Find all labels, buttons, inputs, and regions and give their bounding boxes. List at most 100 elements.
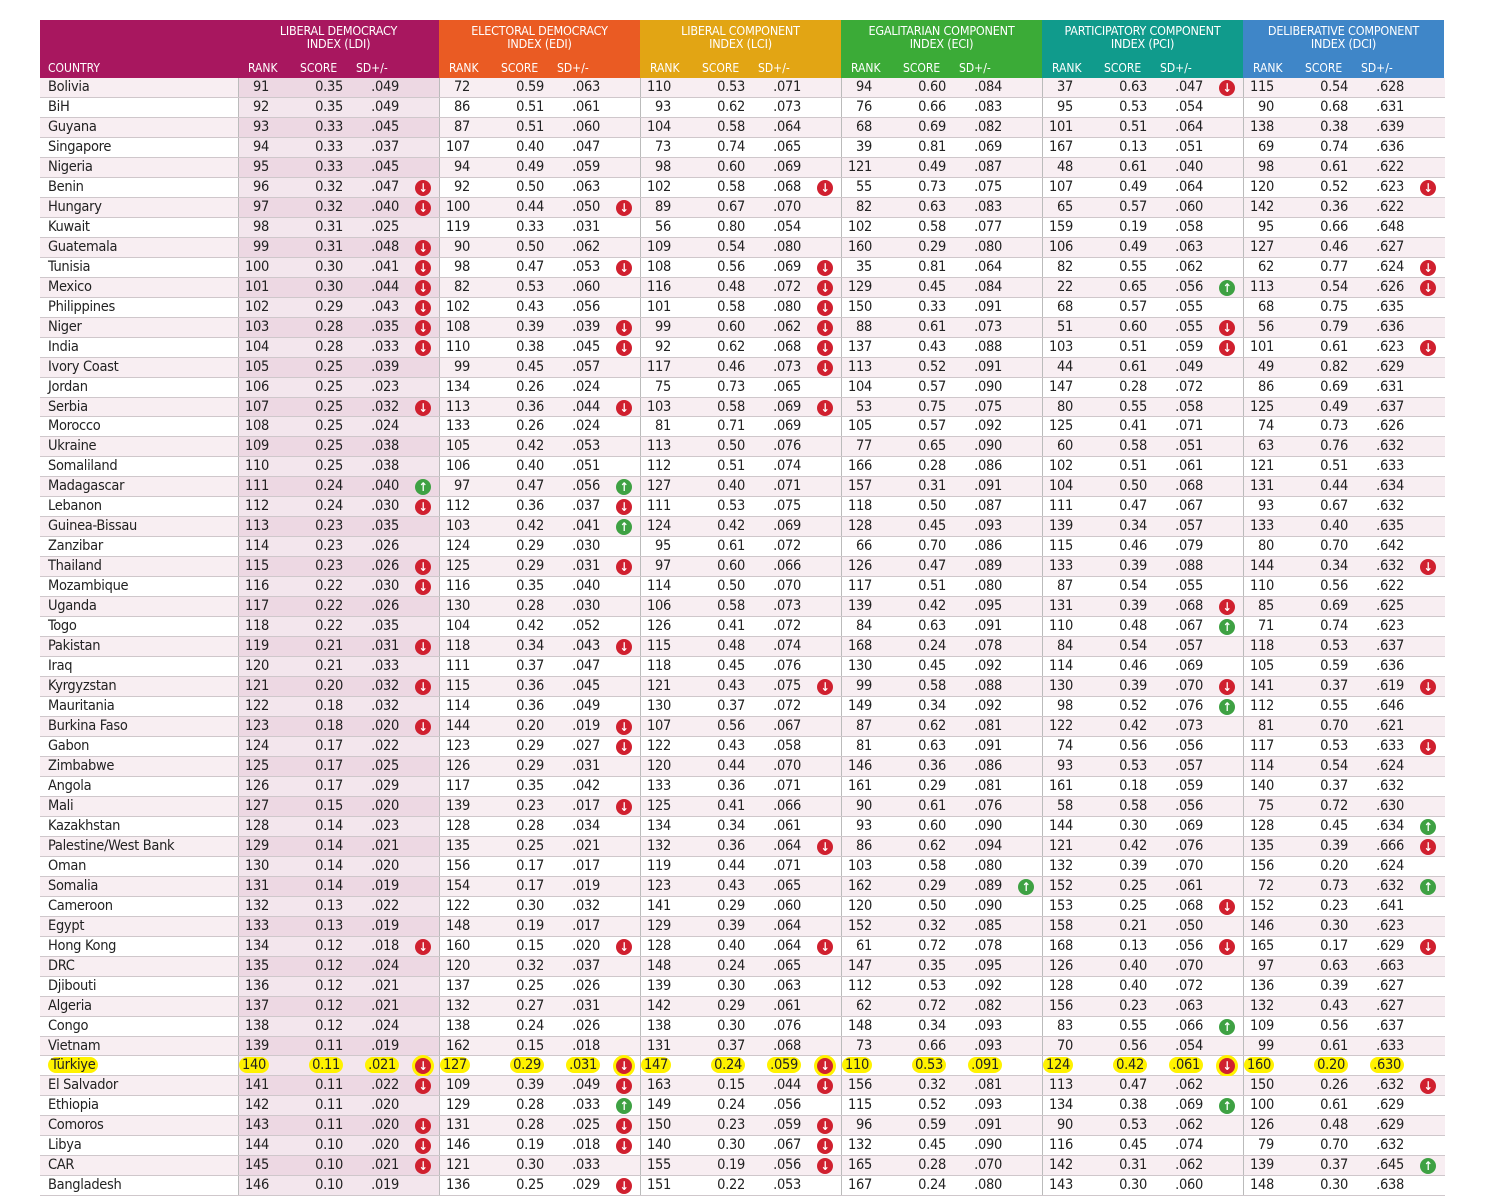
ldi-rank: 99 [253, 238, 269, 255]
country-name: Comoros [48, 1117, 104, 1134]
edi-rank: 113 [446, 398, 470, 415]
edi-score: 0.59 [516, 79, 544, 95]
pci-score: 0.39 [1119, 598, 1147, 615]
dci-cells: 152 0.23.641 [1243, 896, 1444, 916]
country-name: Ukraine [48, 438, 97, 455]
eci-rank: 137 [848, 338, 872, 355]
dci-score: 0.37 [1320, 777, 1348, 794]
arrow-down-icon: ↓ [415, 559, 431, 576]
ldi-score: 0.21 [315, 658, 343, 675]
edi-rank: 136 [446, 1177, 470, 1194]
dci-sd: .648 [1376, 218, 1404, 235]
pci-rank: 158 [1049, 917, 1073, 934]
country-name: Guinea-Bissau [48, 518, 138, 535]
dci-score: 0.53 [1320, 638, 1348, 655]
pci-rank: 74 [1057, 737, 1073, 754]
lci-rank: 98 [655, 158, 671, 175]
lci-sd: .065 [773, 138, 801, 155]
lci-sd: .068 [773, 178, 801, 195]
country-name: Tunisia [48, 258, 91, 275]
edi-cells: 108 0.39.039 ↓ [439, 317, 640, 337]
pci-score: 0.28 [1119, 378, 1147, 395]
pci-rank: 22 [1057, 278, 1073, 295]
lci-sd: .068 [773, 1037, 801, 1054]
ldi-rank: 94 [253, 138, 269, 155]
lci-sd: .074 [773, 458, 801, 475]
eci-cells: 90 0.61.076 [841, 796, 1042, 816]
edi-rank: 82 [454, 278, 470, 295]
pci-cells: 131 0.39.068 ↓ [1042, 597, 1243, 617]
eci-cells: 112 0.53.092 [841, 976, 1042, 996]
lci-cells: 139 0.30.063 [640, 976, 841, 996]
edi-score: 0.19 [516, 917, 544, 934]
pci-sd: .056 [1175, 937, 1203, 954]
lci-cells: 131 0.37.068 [640, 1036, 841, 1056]
eci-sd: .091 [974, 1117, 1002, 1134]
dci-sd: .622 [1376, 578, 1404, 595]
pci-sd: .064 [1175, 178, 1203, 195]
edi-sd: .037 [572, 957, 600, 974]
country-name: Niger [48, 318, 82, 335]
lci-score: 0.50 [717, 578, 745, 595]
arrow-down-icon: ↓ [817, 359, 833, 376]
country-name: Serbia [48, 398, 88, 415]
edi-cells: 112 0.36.037 ↓ [439, 497, 640, 517]
ldi-cells: 121 0.20.032 ↓ [238, 677, 439, 697]
pci-sd: .061 [1175, 877, 1203, 894]
edi-rank: 98 [454, 258, 470, 275]
dci-cells: 68 0.75.635 [1243, 297, 1444, 317]
edi-sd: .024 [572, 378, 600, 395]
lci-score: 0.39 [717, 917, 745, 934]
ldi-cells: 100 0.30.041 ↓ [238, 257, 439, 277]
dci-rank: 136 [1250, 977, 1274, 994]
table-row: Jordan 106 0.25.023 134 0.26.024 75 0.73.065 10… [40, 377, 1445, 398]
edi-rank: 94 [454, 158, 470, 175]
eci-cells: 55 0.73.075 [841, 177, 1042, 197]
eci-sd: .076 [974, 797, 1002, 814]
ldi-rank: 121 [245, 678, 269, 695]
pci-rank: 95 [1057, 98, 1073, 115]
dci-score: 0.34 [1320, 558, 1348, 575]
pci-sd: .069 [1175, 817, 1203, 834]
eci-rank: 35 [856, 258, 872, 275]
lci-sd: .056 [773, 1157, 801, 1174]
edi-cells: 104 0.42.052 [439, 617, 640, 637]
ldi-score: 0.14 [315, 877, 343, 894]
dci-sd: .663 [1376, 957, 1404, 974]
dci-rank: 80 [1258, 538, 1274, 555]
lci-sd: .070 [773, 198, 801, 215]
lci-sd: .075 [773, 498, 801, 515]
edi-cells: 130 0.28.030 [439, 597, 640, 617]
eci-cells: 68 0.69.082 [841, 117, 1042, 137]
arrow-down-icon: ↓ [616, 938, 632, 955]
pci-score: 0.63 [1119, 79, 1147, 95]
arrow-down-icon: ↓ [415, 1138, 431, 1155]
eci-sd: .092 [974, 658, 1002, 675]
dci-rank: 121 [1250, 458, 1274, 475]
edi-cells: 124 0.29.030 [439, 537, 640, 557]
edi-cells: 138 0.24.026 [439, 1016, 640, 1036]
table-row: Morocco 108 0.25.024 133 0.26.024 81 0.71.069 1… [40, 417, 1445, 438]
lci-cells: 99 0.60.062 ↓ [640, 317, 841, 337]
lci-rank: 149 [647, 1097, 671, 1114]
edi-sd: .037 [572, 498, 600, 515]
pci-cells: 101 0.51.064 [1042, 117, 1243, 137]
edi-score: 0.30 [516, 1157, 544, 1174]
dci-cells: 140 0.37.632 [1243, 776, 1444, 796]
arrow-down-icon: ↓ [415, 579, 431, 596]
dci-sd: .622 [1376, 198, 1404, 215]
pci-score: 0.54 [1119, 638, 1147, 655]
ldi-cells: 137 0.12.021 [238, 996, 439, 1016]
eci-sd: .092 [974, 977, 1002, 994]
lci-sd: .064 [773, 118, 801, 135]
pci-cells: 152 0.25.061 [1042, 876, 1243, 896]
lci-rank: 73 [655, 138, 671, 155]
dci-score: 0.51 [1320, 458, 1348, 475]
edi-sd: .051 [572, 458, 600, 475]
lci-rank: 56 [655, 218, 671, 235]
edi-sd: .060 [572, 278, 600, 295]
dci-rank: 146 [1250, 917, 1274, 934]
pci-rank: 153 [1049, 897, 1073, 914]
ldi-cells: 114 0.23.026 [238, 537, 439, 557]
edi-cells: 103 0.42.041 ↑ [439, 517, 640, 537]
